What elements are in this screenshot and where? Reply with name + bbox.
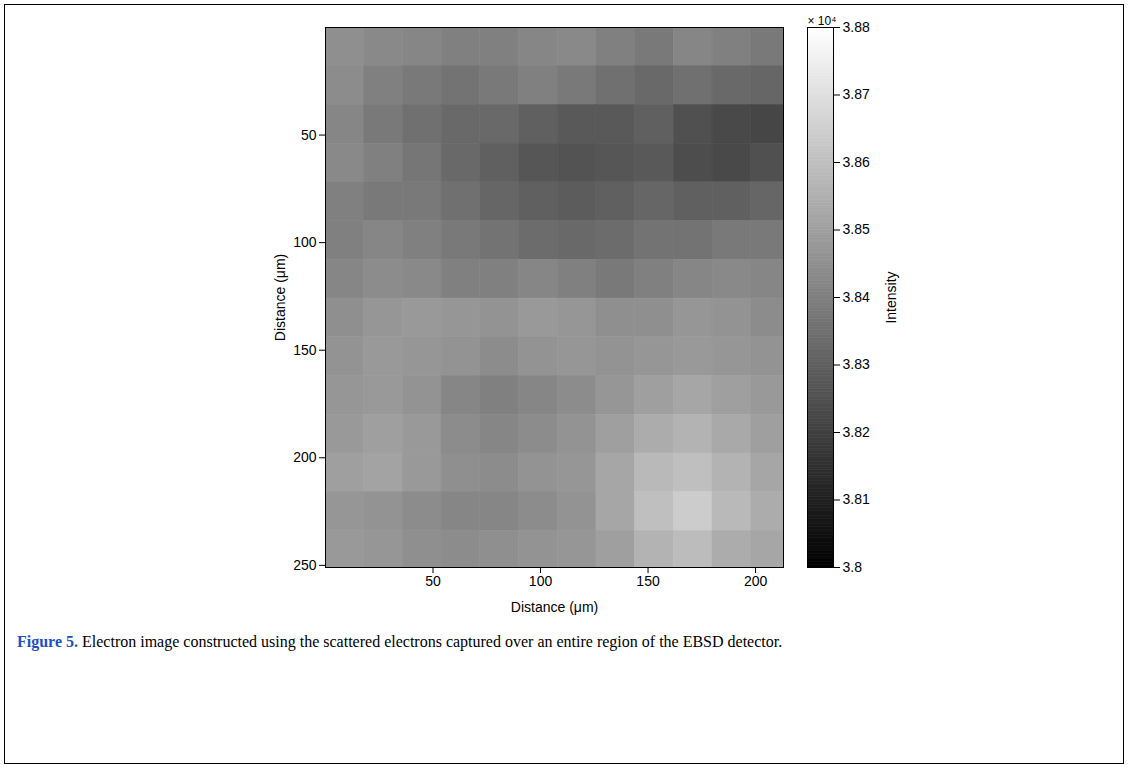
svg-text:250: 250 [293,557,317,573]
svg-text:50: 50 [425,573,441,589]
svg-text:3.85: 3.85 [843,221,870,237]
svg-text:100: 100 [529,573,553,589]
svg-text:150: 150 [636,573,660,589]
html-text:Figure 5. Electron image const: Figure 5. Electron image constructed usi… [17,633,783,650]
svg-text:3.83: 3.83 [843,356,870,372]
svg-text:Distance (μm): Distance (μm) [511,599,598,615]
svg-text:3.84: 3.84 [843,289,870,305]
svg-text:3.88: 3.88 [843,19,870,35]
svg-text:3.86: 3.86 [843,154,870,170]
svg-text:200: 200 [293,449,317,465]
svg-text:50: 50 [301,127,317,143]
svg-text:Intensity: Intensity [883,271,899,323]
svg-text:200: 200 [744,573,768,589]
svg-text:3.87: 3.87 [843,86,870,102]
svg-text:× 10⁴: × 10⁴ [808,14,837,28]
svg-text:150: 150 [293,342,317,358]
svg-text:Distance (μm): Distance (μm) [272,254,288,341]
svg-text:3.82: 3.82 [843,424,870,440]
svg-text:3.8: 3.8 [843,559,863,575]
svg-text:3.81: 3.81 [843,491,870,507]
svg-text:100: 100 [293,234,317,250]
